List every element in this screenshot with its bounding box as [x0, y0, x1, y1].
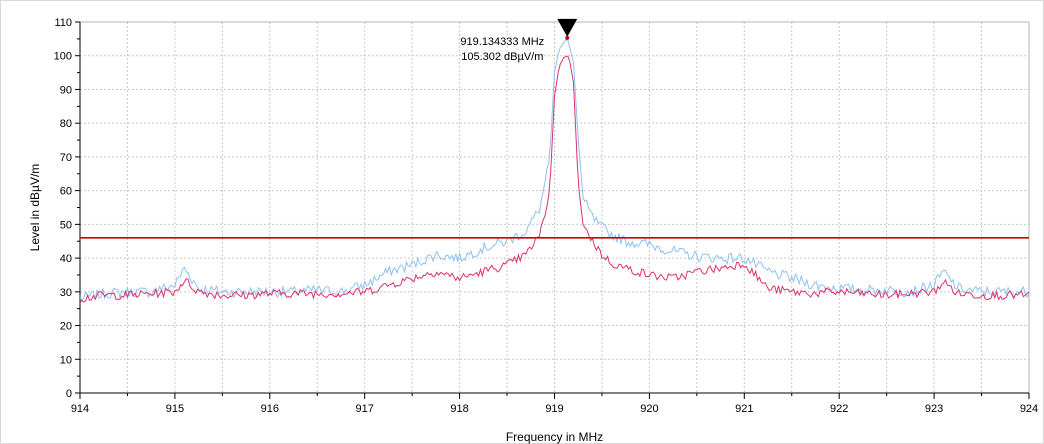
y-tick-label: 20: [60, 321, 72, 333]
y-axis-title: Level in dBµV/m: [28, 164, 42, 252]
peak-marker-triangle: [557, 18, 578, 37]
series-trace-peak: [79, 39, 1030, 302]
y-tick-label: 100: [54, 51, 72, 63]
y-tick-label: 110: [54, 17, 72, 29]
marker-level-label: 105.302 dBµV/m: [461, 51, 543, 63]
y-tick-label: 70: [60, 152, 72, 164]
y-tick-label: 40: [60, 253, 72, 265]
y-tick-label: 0: [66, 388, 72, 400]
x-tick-label: 918: [450, 403, 468, 415]
x-axis-title: Frequency in MHz: [506, 430, 603, 444]
y-tick-label: 50: [60, 219, 72, 231]
x-tick-label: 924: [1020, 403, 1038, 415]
x-tick-label: 919: [545, 403, 563, 415]
series-trace-average: [79, 55, 1030, 304]
marker-frequency-label: 919.134333 MHz: [460, 36, 544, 48]
x-tick-label: 914: [71, 403, 89, 415]
y-tick-label: 90: [60, 84, 72, 96]
y-tick-label: 30: [60, 287, 72, 299]
tick-labels: 914 915 916 917 918 919 920 921 922 923 924 0 10 20 30…: [54, 17, 1039, 415]
x-tick-label: 922: [830, 403, 848, 415]
peak-marker-point: [565, 35, 570, 40]
x-tick-label: 917: [356, 403, 374, 415]
x-tick-label: 916: [261, 403, 279, 415]
x-tick-label: 921: [735, 403, 753, 415]
series-layer: [79, 39, 1030, 304]
y-tick-label: 80: [60, 118, 72, 130]
x-tick-label: 920: [640, 403, 658, 415]
y-tick-label: 10: [60, 354, 72, 366]
y-tick-label: 60: [60, 186, 72, 198]
x-tick-label: 915: [166, 403, 184, 415]
x-tick-label: 923: [925, 403, 943, 415]
axis-ticks: [75, 21, 1030, 399]
